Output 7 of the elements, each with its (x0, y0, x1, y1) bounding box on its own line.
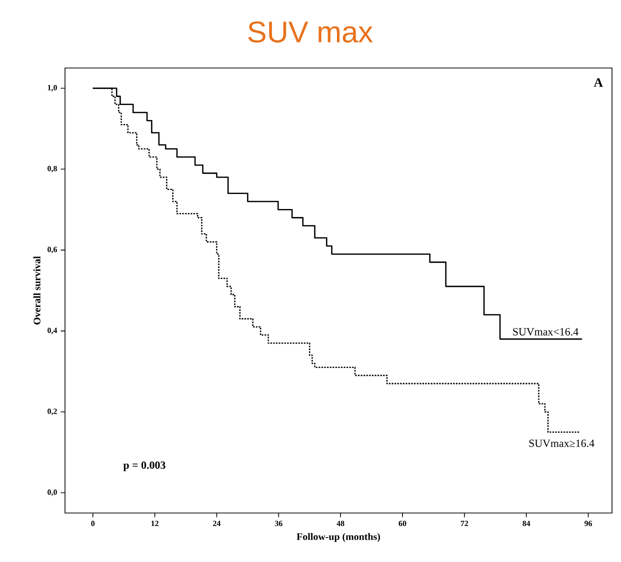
series-label: SUVmax<16.4 (513, 328, 578, 336)
x-axis-title: Follow-up (months) (296, 532, 380, 542)
chart-title: SUV max (248, 21, 373, 43)
series-label: SUVmax≥16.4 (529, 440, 594, 448)
annotation: p = 0.003 (123, 461, 166, 472)
y-axis-title: Overall survival (33, 256, 40, 324)
annotation: A (594, 78, 603, 87)
